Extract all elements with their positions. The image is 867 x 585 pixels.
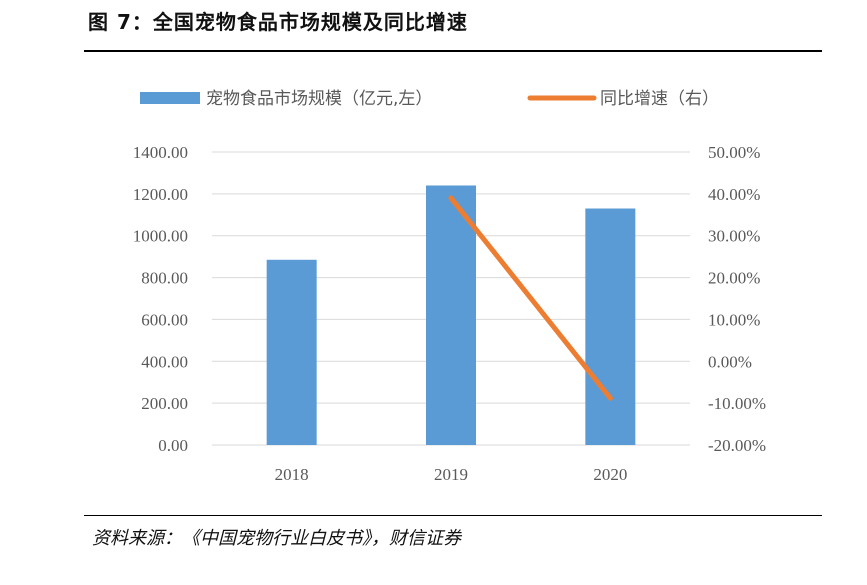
growth-line xyxy=(448,195,613,401)
y-right-tick-label: 0.00% xyxy=(708,352,752,371)
line-point xyxy=(607,395,613,401)
chart: 0.00 200.00 400.00 600.00 800.00 1000.00 1200.… xyxy=(133,89,766,484)
y-right-tick-label: 20.00% xyxy=(708,269,760,288)
bar xyxy=(266,259,317,445)
y-left-tick-label: 200.00 xyxy=(141,394,188,413)
bar xyxy=(426,185,476,445)
y-right-tick-label: 10.00% xyxy=(708,310,760,329)
legend: 宠物食品市场规模（亿元,左） 同比增速（右） xyxy=(140,89,719,109)
y-left-tick-label: 400.00 xyxy=(141,352,188,371)
title-rule xyxy=(84,50,822,52)
legend-line-label: 同比增速（右） xyxy=(600,89,719,109)
y-right-tick-label: -10.00% xyxy=(708,394,766,413)
y-left-tick-label: 800.00 xyxy=(141,269,188,288)
y-left-tick-label: 1200.00 xyxy=(133,185,188,204)
y-right-tick-label: 30.00% xyxy=(708,227,760,246)
x-tick-label: 2019 xyxy=(434,465,468,484)
y-axis-right: -20.00% -10.00% 0.00% 10.00% 20.00% 30.00% 40.… xyxy=(708,143,766,455)
x-tick-label: 2018 xyxy=(275,465,309,484)
line-point xyxy=(448,195,454,201)
x-tick-label: 2020 xyxy=(593,465,627,484)
y-right-tick-label: -20.00% xyxy=(708,436,766,455)
line-series xyxy=(448,195,613,401)
bar xyxy=(585,208,636,445)
x-axis: 2018 2019 2020 xyxy=(275,465,628,484)
legend-bar-swatch xyxy=(140,92,200,104)
source-rule xyxy=(84,515,822,516)
figure-title: 图 7：全国宠物食品市场规模及同比增速 xyxy=(88,10,468,34)
y-axis-left: 0.00 200.00 400.00 600.00 800.00 1000.00 1200.… xyxy=(133,143,188,455)
bar-series xyxy=(266,185,636,445)
y-left-tick-label: 600.00 xyxy=(141,310,188,329)
y-right-tick-label: 50.00% xyxy=(708,143,760,162)
y-right-tick-label: 40.00% xyxy=(708,185,760,204)
y-left-tick-label: 1000.00 xyxy=(133,227,188,246)
legend-bar-label: 宠物食品市场规模（亿元,左） xyxy=(206,89,432,109)
source-note: 资料来源：《中国宠物行业白皮书》，财信证券 xyxy=(92,528,461,549)
y-left-tick-label: 1400.00 xyxy=(133,143,188,162)
y-left-tick-label: 0.00 xyxy=(158,436,188,455)
